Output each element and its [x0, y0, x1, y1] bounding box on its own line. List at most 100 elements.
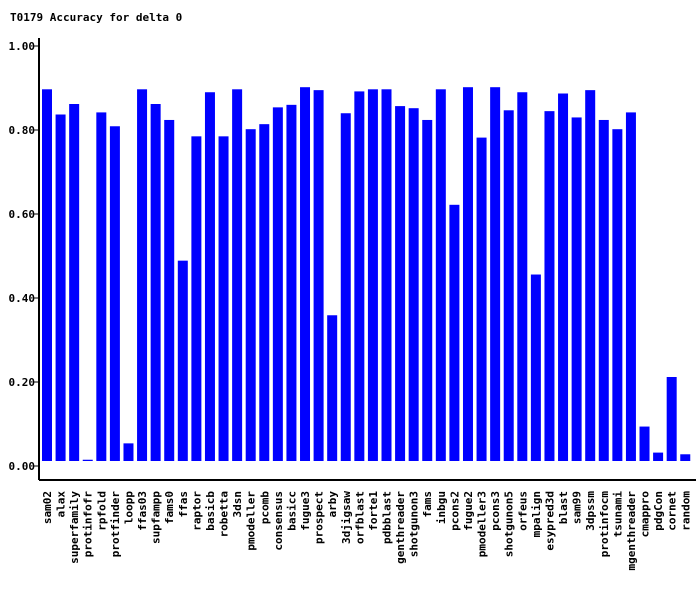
- bar-tsunami: [612, 129, 623, 461]
- bar-genthreader: [395, 106, 406, 461]
- bar-pdbblast: [381, 89, 392, 462]
- bar-random: [680, 454, 691, 461]
- bar-sam99: [571, 117, 582, 461]
- bar-pcons2: [449, 204, 460, 462]
- bar-consensus: [272, 107, 283, 462]
- bar-prospect: [313, 90, 324, 461]
- bar-raptor: [191, 136, 202, 461]
- chart-title: T0179 Accuracy for delta 0: [10, 11, 182, 24]
- bars-group: [42, 87, 691, 462]
- bar-fams0: [164, 119, 175, 462]
- category-label: forte1: [367, 491, 380, 531]
- category-label: pdgCon: [652, 491, 665, 531]
- category-label: prospect: [313, 491, 326, 544]
- category-label: blast: [557, 491, 570, 524]
- bar-3dpssm: [585, 90, 596, 461]
- bar-orfblast: [354, 91, 365, 462]
- bar-protinfocm: [598, 119, 609, 462]
- category-label: fugue3: [299, 491, 312, 531]
- category-label: mgenthreader: [625, 491, 638, 571]
- bar-robetta: [218, 136, 229, 461]
- category-label: fams: [421, 491, 434, 518]
- category-label: alax: [55, 491, 68, 518]
- bar-fugue3: [300, 87, 311, 461]
- category-label: genthreader: [394, 491, 407, 564]
- category-label: sam99: [571, 491, 584, 524]
- category-label: mpalign: [530, 491, 543, 537]
- bar-ffas: [177, 260, 188, 461]
- category-label: rpfold: [95, 491, 108, 531]
- bar-mpalign: [530, 274, 541, 461]
- category-label: random: [679, 491, 692, 531]
- bar-forte1: [367, 89, 378, 462]
- bar-loopp: [123, 443, 134, 461]
- category-label: pmodeller3: [476, 491, 489, 557]
- category-label: orfeus: [516, 491, 529, 531]
- category-label: sam02: [41, 491, 54, 524]
- category-label: 3dsn: [231, 491, 244, 518]
- bar-blast: [558, 93, 569, 461]
- category-label: protfinder: [109, 491, 122, 558]
- category-label: tsunami: [611, 491, 624, 538]
- category-label: inbgu: [435, 491, 448, 524]
- bar-shotgunon5: [503, 110, 514, 462]
- y-tick-label: 0.20: [9, 376, 36, 389]
- bar-pcomb: [259, 124, 270, 461]
- bar-superfamily: [69, 104, 80, 461]
- bar-basicc: [286, 104, 297, 461]
- bar-sam02: [42, 89, 52, 462]
- bar-mgenthreader: [625, 112, 636, 462]
- bar-orfeus: [517, 92, 528, 462]
- category-label: cmappro: [639, 491, 652, 538]
- bar-supfampp: [150, 104, 161, 461]
- category-label: fugue2: [462, 491, 475, 531]
- bar-shotgunon3: [408, 108, 419, 461]
- category-label: pdbblast: [381, 491, 394, 544]
- category-label: 3dpssm: [584, 491, 597, 531]
- bar-alax: [55, 114, 66, 461]
- category-label: cornet: [666, 491, 679, 531]
- category-label: fams0: [163, 491, 176, 524]
- category-label: pcomb: [258, 491, 271, 524]
- y-tick-label: 0.80: [9, 124, 36, 137]
- category-label: protinfofr: [82, 491, 95, 558]
- bar-3dsn: [232, 89, 243, 462]
- category-label: pcons2: [448, 491, 461, 531]
- category-label: orfblast: [353, 491, 366, 544]
- category-label: pmodeller: [245, 491, 258, 551]
- bar-pmodeller: [245, 129, 256, 461]
- bar-arby: [327, 315, 338, 461]
- bar-ffas03: [137, 89, 148, 462]
- bar-pdgCon: [653, 452, 664, 461]
- y-tick-label: 0.40: [9, 292, 36, 305]
- y-tick-label: 0.60: [9, 208, 36, 221]
- bar-3djigsaw: [340, 113, 351, 462]
- category-label: basicc: [285, 491, 298, 531]
- category-label: superfamily: [68, 491, 81, 564]
- bar-pcons3: [490, 87, 501, 461]
- category-label: robetta: [218, 491, 231, 537]
- category-label: consensus: [272, 491, 285, 551]
- x-axis: sam02 alax superfamily protinfofr rpfold prot…: [39, 479, 696, 571]
- category-label: 3djigsaw: [340, 491, 353, 544]
- category-label: arby: [326, 491, 339, 518]
- bar-pmodeller3: [476, 137, 487, 461]
- bar-fams: [422, 119, 433, 462]
- category-label: raptor: [190, 491, 203, 531]
- category-label: ffas03: [136, 491, 149, 531]
- bar-basicb: [204, 92, 215, 462]
- category-label: shotgunon3: [408, 491, 421, 557]
- category-label: esypred3d: [543, 491, 556, 551]
- bar-protinfofr: [82, 459, 93, 461]
- bar-protfinder: [109, 126, 120, 461]
- category-label: protinfocm: [598, 491, 611, 558]
- category-label: pcons3: [489, 491, 502, 531]
- bar-esypred3d: [544, 111, 555, 461]
- bar-rpfold: [96, 112, 107, 462]
- category-label: basicb: [204, 491, 217, 531]
- bar-cornet: [666, 377, 677, 461]
- y-tick-label: 1.00: [9, 40, 36, 53]
- category-label: supfampp: [150, 491, 163, 544]
- category-label: loopp: [122, 491, 135, 524]
